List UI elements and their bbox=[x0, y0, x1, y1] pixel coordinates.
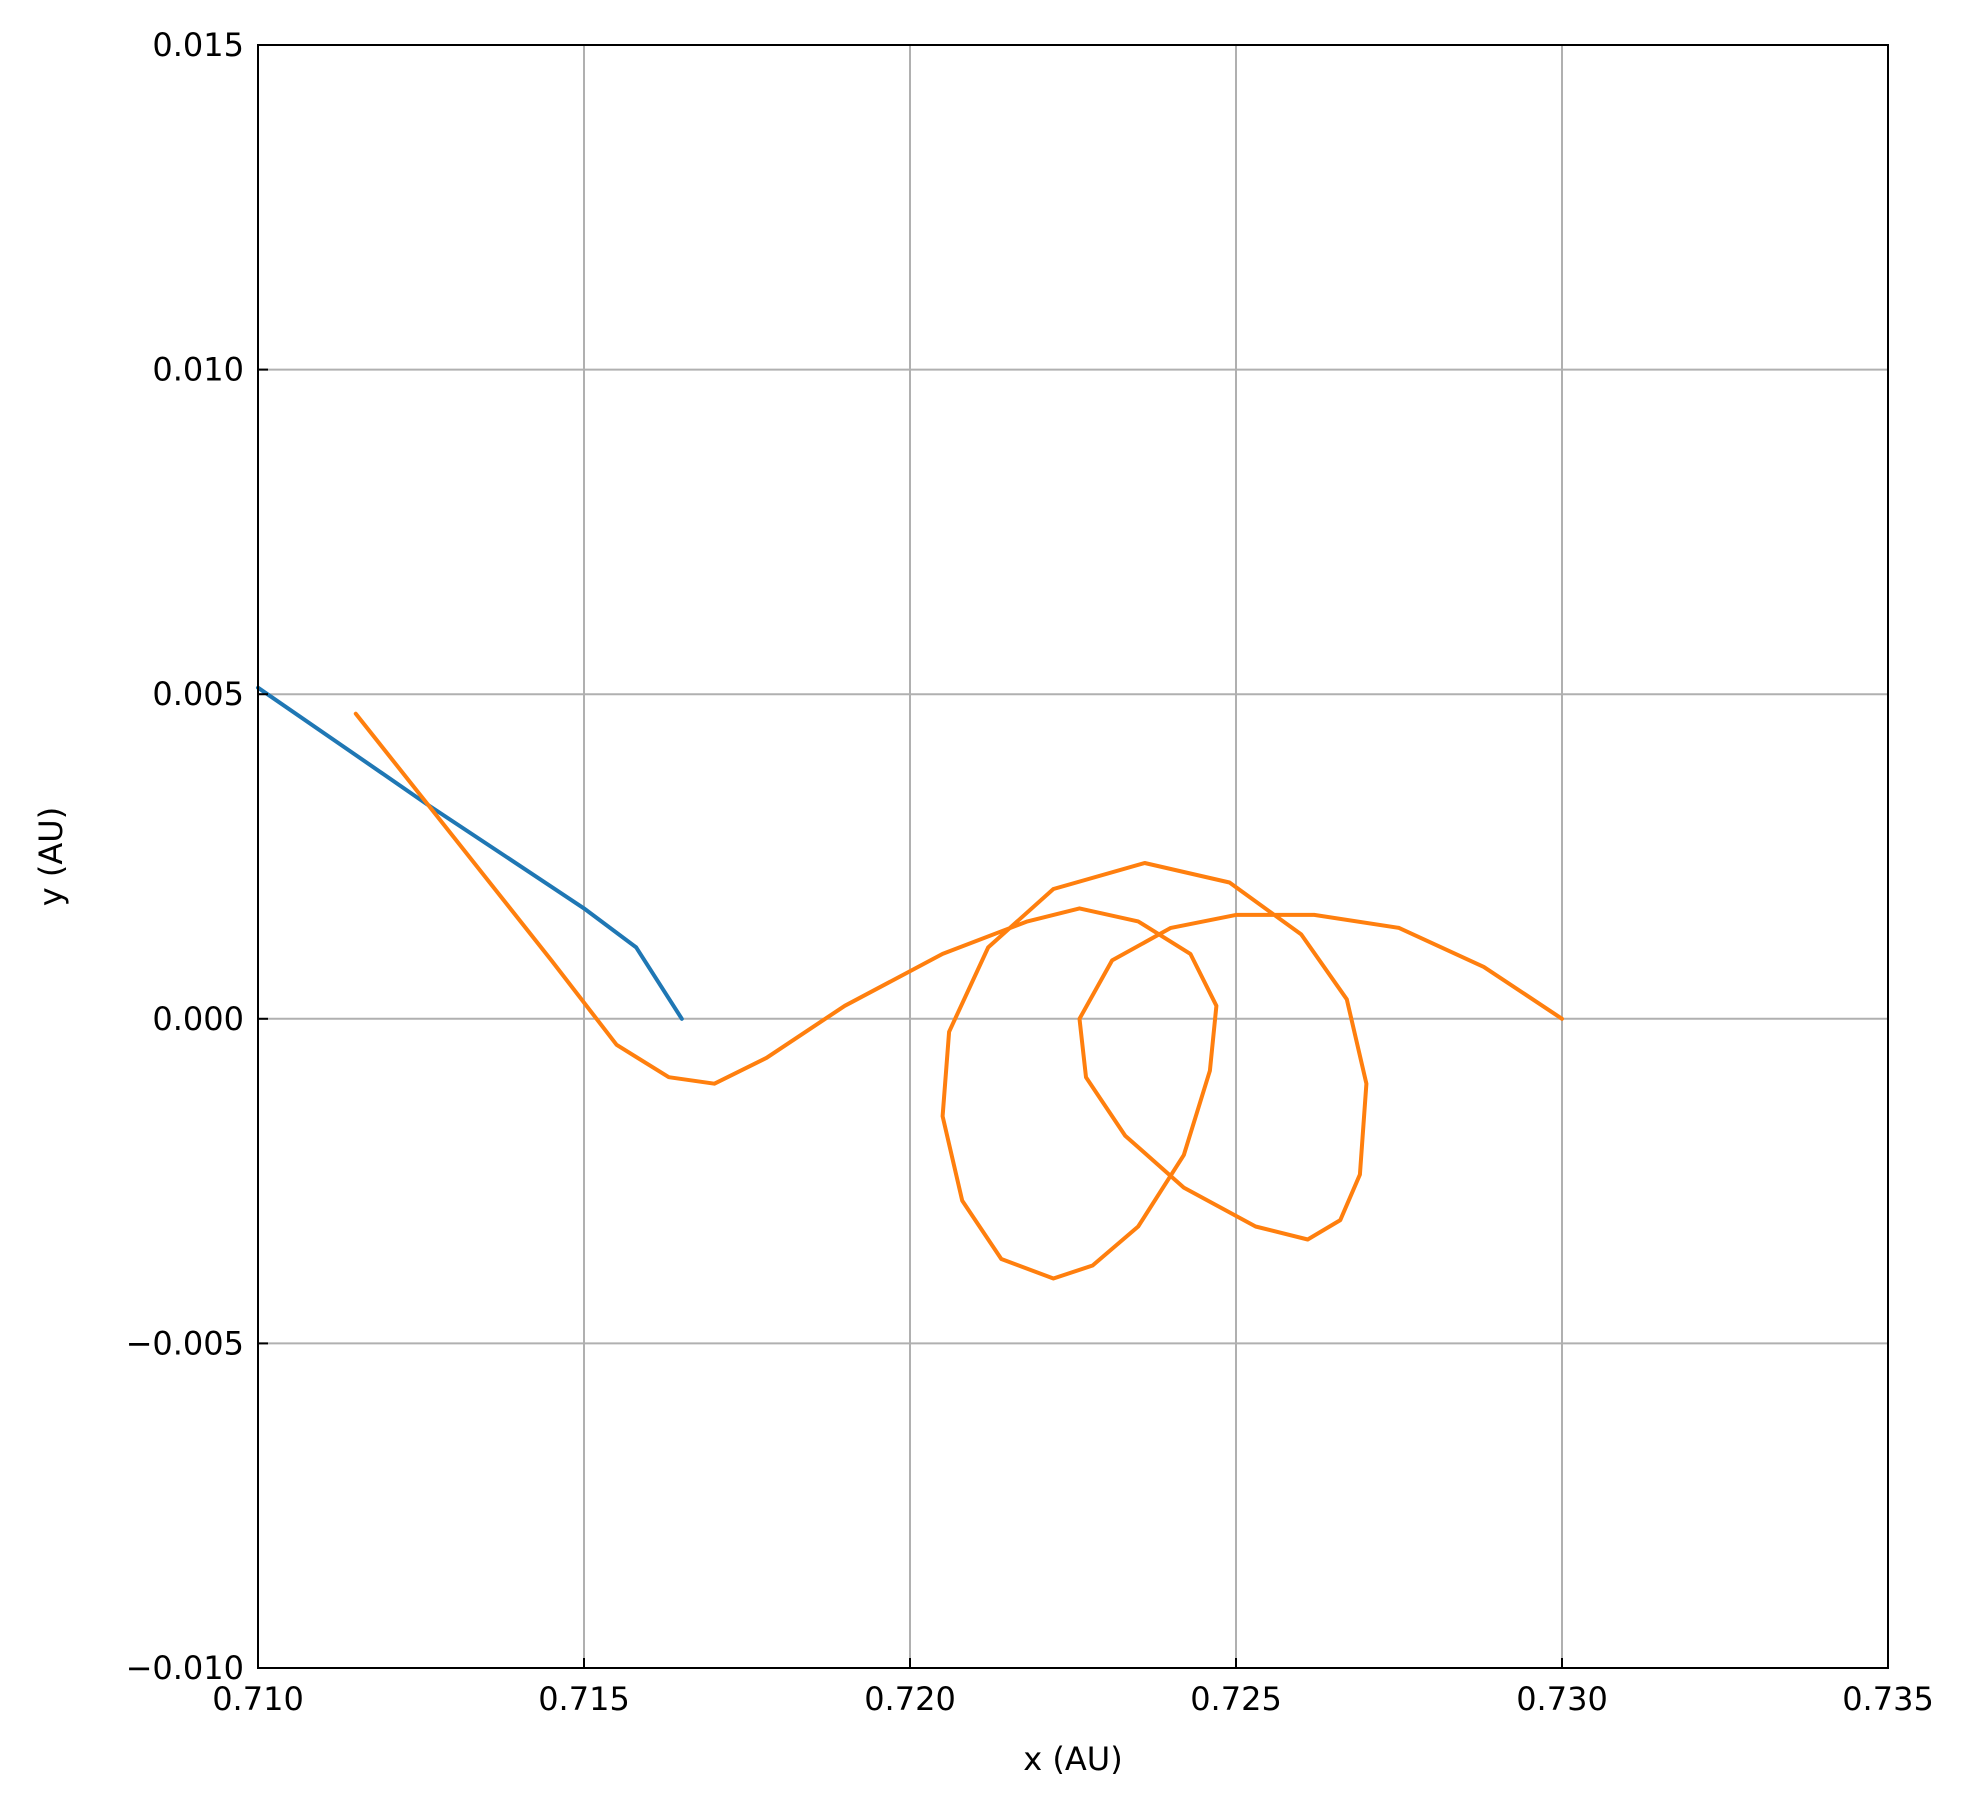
x-tick-label: 0.735 bbox=[1842, 1680, 1934, 1718]
y-tick-label: −0.005 bbox=[126, 1324, 244, 1362]
y-tick-label: 0.010 bbox=[152, 351, 244, 389]
x-tick-label: 0.720 bbox=[864, 1680, 956, 1718]
y-tick-label: 0.000 bbox=[152, 1000, 244, 1038]
x-tick-label: 0.715 bbox=[538, 1680, 630, 1718]
series-line-1 bbox=[256, 685, 684, 1021]
y-tick-label: −0.010 bbox=[126, 1649, 244, 1687]
x-tick-label: 0.725 bbox=[1190, 1680, 1282, 1718]
x-tick-label: 0.730 bbox=[1516, 1680, 1608, 1718]
series-layer bbox=[256, 685, 1564, 1281]
ticks: 0.710 0.715 0.720 0.725 0.730 0.735 −0.010 −0.0… bbox=[126, 26, 1934, 1718]
y-axis-label: y (AU) bbox=[32, 807, 70, 906]
x-tick-label: 0.710 bbox=[212, 1680, 304, 1718]
y-tick-label: 0.015 bbox=[152, 26, 244, 64]
plot-frame bbox=[257, 44, 1889, 1669]
y-tick-label: 0.005 bbox=[152, 675, 244, 713]
series-line-2 bbox=[353, 711, 1564, 1281]
x-axis-label: x (AU) bbox=[1023, 1740, 1122, 1778]
